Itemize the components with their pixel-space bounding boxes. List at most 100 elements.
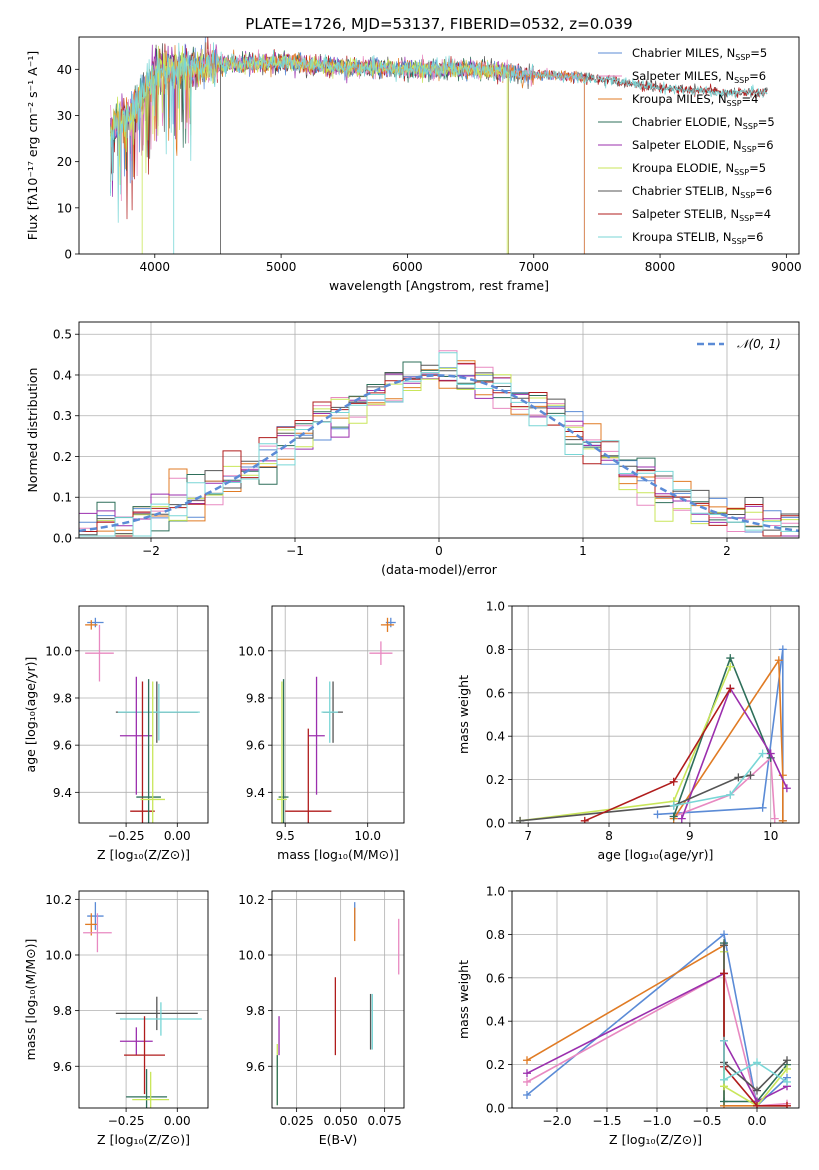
y-tick-label: 9.8 — [53, 691, 72, 705]
y-tick-label: 0.4 — [486, 730, 505, 744]
weight-marker-salpeter_stelib — [783, 1101, 791, 1108]
weight-marker-kroupa_miles — [774, 656, 783, 665]
axes-frame — [78, 605, 209, 824]
histogram-salpeter_stelib — [79, 362, 799, 537]
legend-sub: SSP — [734, 168, 749, 177]
weight-line-salpeter_stelib — [723, 973, 787, 1107]
axes-frame — [511, 605, 800, 824]
panel-mass_vs_ebv: 0.025 0.050 0.075 9.6 9.8 10.0 10.2 E(B-V) — [238, 890, 405, 1147]
legend-suffix: =6 — [757, 138, 774, 152]
legend-sub: SSP — [734, 76, 749, 85]
plot-area-massweight_vs_age — [516, 645, 791, 823]
x-tick-label: −0.5 — [692, 1114, 721, 1128]
panel-spectrum: 4000 5000 6000 7000 8000 9000 0 10 20 30 40 wavelen… — [25, 36, 802, 293]
weight-marker-chabrier_elodie — [726, 654, 735, 663]
x-tick-label: 7000 — [518, 260, 549, 274]
axes-frame — [78, 321, 800, 539]
x-axis-label: mass [log₁₀(M/M⊙)] — [277, 847, 399, 862]
x-tick-label: −0.25 — [108, 1114, 145, 1128]
weight-line-salpeter_elodie — [681, 686, 788, 819]
x-tick-label: 8 — [605, 829, 613, 843]
y-tick-label: 0.4 — [53, 368, 72, 382]
weight-line-chabrier_elodie — [672, 655, 772, 817]
weight-marker-kroupa_stelib — [753, 1058, 761, 1067]
weight-marker-chabrier_miles — [778, 645, 787, 654]
x-tick-label: 8000 — [645, 260, 676, 274]
legend-base: Chabrier MILES, N — [632, 46, 735, 60]
legend-sub: SSP — [743, 122, 758, 131]
weight-line-kroupa_elodie — [723, 951, 788, 1107]
x-tick-label: 4000 — [140, 260, 171, 274]
weight-marker-salpeter_stelib — [580, 816, 589, 823]
y-tick-label: 30 — [57, 109, 72, 123]
legend-sub: SSP — [735, 53, 750, 62]
legend-base: Salpeter ELODIE, N — [632, 138, 742, 152]
y-tick-label: 0 — [64, 248, 72, 262]
weight-line-kroupa_stelib — [723, 1040, 788, 1083]
weight-marker-salpeter_elodie — [782, 784, 791, 793]
y-axis-label: mass weight — [456, 960, 471, 1039]
plot-area-mass_vs_ebv — [276, 902, 400, 1106]
panel-residuals: −2 −1 0 1 2 0.0 0.1 0.2 0.3 0.4 0.5 (data-model)/er… — [25, 321, 800, 577]
y-tick-label: 10 — [57, 201, 72, 215]
y-tick-label: 9.6 — [53, 1060, 72, 1074]
legend-label-kroupa_stelib: Kroupa STELIB, NSSP=6 — [632, 230, 763, 246]
x-tick-label: 0 — [435, 544, 443, 558]
y-axis-label: Normed distribution — [25, 368, 40, 493]
y-axis-label: age [log₁₀(age/yr)] — [23, 657, 38, 773]
weight-marker-chabrier_stelib — [746, 771, 755, 780]
legend-label-kroupa_elodie: Kroupa ELODIE, NSSP=5 — [632, 161, 766, 177]
x-tick-label: 6000 — [392, 260, 423, 274]
y-tick-label: 0.5 — [53, 328, 72, 342]
y-tick-label: 10.0 — [45, 948, 72, 962]
spectrum-line-kroupa_stelib — [110, 42, 768, 223]
y-tick-label: 0.6 — [486, 971, 505, 985]
legend-base: Kroupa MILES, N — [632, 92, 727, 106]
y-tick-label: 9.6 — [246, 739, 265, 753]
x-tick-label: 9000 — [771, 260, 802, 274]
plot-area-massweight_vs_Z — [523, 930, 791, 1108]
x-tick-label: 0.075 — [367, 1114, 401, 1128]
x-tick-label: −2 — [142, 544, 160, 558]
y-tick-label: 1.0 — [486, 600, 505, 614]
x-tick-label: 0.00 — [164, 829, 191, 843]
legend-base: Chabrier STELIB, N — [632, 184, 740, 198]
legend-label-salpeter_elodie: Salpeter ELODIE, NSSP=6 — [632, 138, 774, 154]
x-tick-label: 2 — [723, 544, 731, 558]
weight-marker-salpeter_elodie — [523, 1069, 531, 1078]
panel-massweight_vs_age: 7 8 9 10 0.0 0.2 0.4 0.6 0.8 1.0 age [log₁₀(age/yr… — [456, 600, 800, 862]
legend-base: Chabrier ELODIE, N — [632, 115, 743, 129]
x-axis-label: wavelength [Angstrom, rest frame] — [329, 278, 549, 293]
x-tick-label: 9.5 — [276, 829, 295, 843]
weight-marker-chabrier_elodie — [669, 812, 678, 821]
y-tick-label: 0.0 — [486, 1102, 505, 1116]
weight-marker-chabrier_miles — [523, 1090, 531, 1099]
weight-marker-chabrier_miles — [720, 930, 728, 939]
weight-marker-kroupa_stelib — [726, 790, 735, 799]
weight-marker-kroupa_stelib — [758, 749, 767, 758]
y-tick-label: 9.4 — [246, 786, 265, 800]
y-axis-label: mass [log₁₀(M/M⊙)] — [23, 939, 38, 1061]
legend-suffix: =6 — [747, 230, 764, 244]
x-axis-label: Z [log₁₀(Z/Z⊙)] — [97, 1132, 190, 1147]
y-tick-label: 0.3 — [53, 409, 72, 423]
y-tick-label: 20 — [57, 155, 72, 169]
weight-marker-salpeter_stelib — [669, 777, 678, 786]
weight-marker-kroupa_elodie — [726, 662, 735, 671]
y-tick-label: 9.4 — [53, 786, 72, 800]
weight-line-kroupa_elodie — [519, 666, 732, 822]
weight-marker-chabrier_miles — [758, 803, 767, 812]
weight-line-kroupa_miles — [673, 657, 784, 821]
weight-line-salpeter_stelib — [584, 688, 731, 822]
y-axis-label: Flux [fλ10⁻¹⁷ erg cm⁻² s⁻¹ A⁻¹] — [25, 51, 40, 240]
legend-base: Kroupa STELIB, N — [632, 230, 732, 244]
legend-label-kroupa_miles: Kroupa MILES, NSSP=4 — [632, 92, 758, 108]
axes-frame — [78, 890, 209, 1109]
legend-suffix: =6 — [755, 184, 772, 198]
x-axis-label: Z [log₁₀(Z/Z⊙)] — [609, 1132, 702, 1147]
weight-marker-chabrier_stelib — [783, 1056, 791, 1065]
axes-frame — [78, 36, 800, 255]
legend-suffix: =5 — [749, 161, 766, 175]
y-tick-label: 10.0 — [238, 644, 265, 658]
